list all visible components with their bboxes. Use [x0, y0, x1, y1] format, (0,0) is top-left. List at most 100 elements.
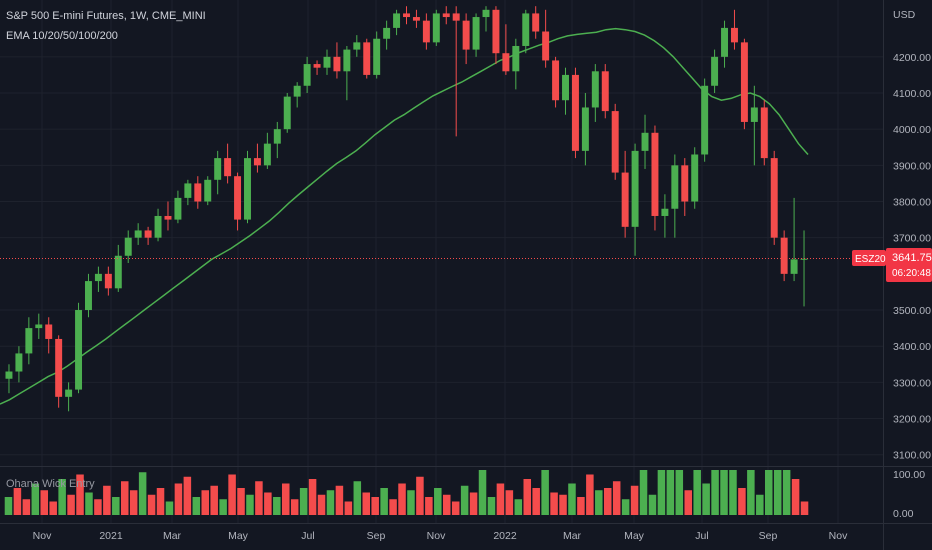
candle-body: [263, 143, 271, 166]
time-tick-label: May: [624, 530, 645, 542]
time-tick-label: Sep: [759, 530, 778, 542]
time-tick-label: Jul: [301, 530, 314, 542]
lower-bar: [434, 488, 442, 515]
candle-body: [224, 158, 232, 177]
candle: [35, 313, 43, 339]
candle-body: [711, 56, 719, 86]
lower-bar: [344, 501, 353, 515]
candle-body: [691, 154, 699, 202]
candle: [363, 38, 371, 79]
candle: [253, 143, 261, 173]
candle-body: [422, 20, 430, 43]
price-tick-label: 3700.00: [893, 233, 931, 245]
lower-bar: [416, 476, 424, 515]
candle: [730, 9, 738, 50]
lower-bar: [595, 490, 603, 515]
candle: [194, 176, 202, 209]
lower-indicator-legend[interactable]: Ohana Wick Entry: [6, 478, 95, 490]
candle: [244, 150, 251, 224]
candle-body: [5, 371, 13, 379]
lower-bar: [747, 470, 755, 515]
candle-body: [730, 27, 738, 43]
candle: [532, 6, 540, 39]
lower-bar: [577, 497, 585, 515]
candle: [770, 150, 778, 245]
candle-body: [770, 158, 778, 238]
lower-bar: [800, 501, 809, 515]
lower-bar: [138, 472, 147, 515]
candle: [740, 38, 748, 130]
candle-body: [651, 132, 659, 216]
candle-body: [45, 324, 53, 339]
lower-bar: [210, 485, 218, 515]
lower-bar: [49, 501, 57, 515]
price-tick-label: 3200.00: [893, 414, 931, 426]
lower-tick-label: 0.00: [893, 508, 914, 520]
lower-bar: [165, 501, 174, 515]
candle: [691, 147, 699, 209]
candle: [303, 56, 311, 93]
candle-body: [611, 111, 619, 173]
lower-bar: [120, 481, 129, 515]
lower-bar: [85, 492, 93, 515]
candle-body: [581, 107, 589, 151]
candle-body: [562, 74, 569, 101]
candle-body: [522, 13, 530, 46]
lower-bar: [174, 483, 183, 515]
symbol-title[interactable]: S&P 500 E-mini Futures, 1W, CME_MINI: [6, 10, 206, 22]
lower-bar: [31, 483, 40, 515]
candle: [661, 194, 669, 238]
candle: [631, 143, 639, 256]
lower-bar: [442, 494, 451, 515]
candle-body: [641, 132, 649, 151]
lower-bar: [666, 470, 675, 515]
lower-bar: [782, 470, 791, 515]
candle-body: [293, 85, 301, 97]
lower-bar: [586, 474, 594, 515]
candle-body: [393, 13, 401, 28]
candle: [611, 103, 619, 180]
lower-bar: [693, 470, 701, 515]
candle: [154, 208, 162, 242]
candle: [184, 179, 192, 206]
candle: [383, 20, 391, 50]
candle-body: [492, 9, 500, 54]
indicator-legend[interactable]: EMA 10/20/50/100/200: [6, 30, 118, 42]
lower-bar: [299, 488, 308, 515]
candle: [571, 67, 579, 159]
candle-body: [333, 56, 341, 72]
candle: [55, 335, 63, 408]
lower-bar: [219, 499, 227, 515]
lower-bar: [326, 490, 335, 515]
time-tick-label: Sep: [367, 530, 386, 542]
candle-body: [313, 64, 321, 68]
time-tick-label: Nov: [33, 530, 52, 542]
candle: [25, 317, 33, 365]
candle-body: [631, 150, 639, 227]
lower-bar: [451, 501, 460, 515]
candle-body: [184, 183, 192, 198]
candle: [134, 223, 142, 245]
candle-body: [25, 328, 33, 354]
lower-bar: [514, 499, 523, 515]
lower-bar: [773, 470, 782, 515]
candle-body: [442, 13, 450, 18]
candle-body: [383, 27, 391, 39]
lower-bar: [156, 488, 165, 515]
lower-bar: [791, 479, 800, 515]
lower-axis[interactable]: 100.00 0.00: [893, 469, 925, 520]
time-tick-label: 2021: [99, 530, 123, 542]
candle: [84, 273, 92, 318]
lower-bar: [648, 494, 657, 515]
time-axis[interactable]: Nov 2021 Mar May Jul Sep Nov 2022 Mar May Jul Sep No…: [33, 530, 848, 542]
lower-bar: [612, 481, 621, 515]
candle: [75, 302, 83, 394]
candle: [224, 143, 232, 184]
candle: [671, 154, 679, 238]
price-axis[interactable]: 4200.00 4100.00 4000.00 3900.00 3800.00 3700.…: [893, 52, 931, 462]
time-tick-label: Mar: [163, 530, 182, 542]
candle: [174, 190, 182, 224]
candle: [721, 20, 729, 68]
